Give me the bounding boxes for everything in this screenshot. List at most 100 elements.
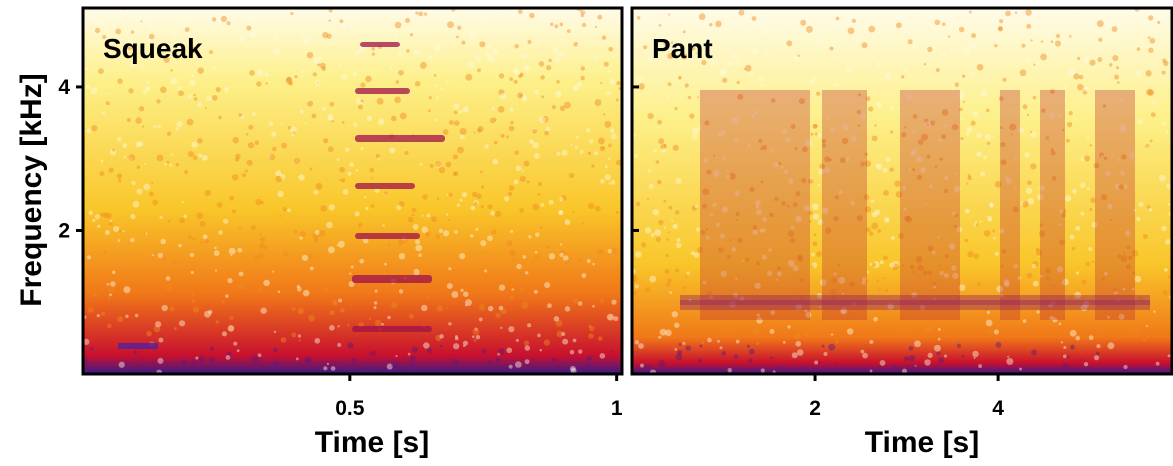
texture <box>534 89 539 95</box>
texture <box>357 104 363 110</box>
texture <box>901 75 905 79</box>
texture <box>1014 186 1017 189</box>
texture <box>480 170 483 174</box>
texture <box>215 87 221 93</box>
texture <box>399 112 407 120</box>
texture <box>904 356 910 362</box>
texture <box>515 338 519 342</box>
texture <box>480 185 485 189</box>
texture <box>941 134 947 140</box>
texture <box>103 250 107 254</box>
texture <box>1065 138 1070 143</box>
texture <box>922 270 928 276</box>
texture <box>877 229 882 233</box>
texture <box>890 235 895 241</box>
texture <box>959 96 963 100</box>
texture <box>277 190 284 198</box>
texture <box>934 165 938 168</box>
texture <box>762 217 768 222</box>
texture <box>477 128 482 133</box>
texture <box>901 301 908 307</box>
texture <box>556 151 561 156</box>
texture <box>919 304 926 311</box>
texture <box>729 300 737 308</box>
texture <box>158 337 164 343</box>
texture <box>209 346 215 352</box>
texture <box>93 273 97 277</box>
texture <box>238 226 242 229</box>
texture <box>289 126 297 134</box>
texture <box>966 126 973 133</box>
texture <box>791 352 798 359</box>
texture <box>1051 176 1057 181</box>
texture <box>125 279 129 283</box>
texture <box>824 167 831 173</box>
texture <box>735 218 738 221</box>
texture <box>781 128 788 135</box>
texture <box>609 128 615 133</box>
texture <box>285 77 293 85</box>
texture <box>745 257 750 262</box>
texture <box>114 277 120 283</box>
texture <box>478 304 486 311</box>
texture <box>321 106 326 111</box>
texture <box>615 98 619 102</box>
texture <box>676 349 683 356</box>
texture <box>805 25 813 33</box>
texture <box>747 143 751 147</box>
texture <box>84 67 89 71</box>
texture <box>253 254 259 261</box>
texture <box>384 262 387 266</box>
texture <box>552 47 560 54</box>
texture <box>694 52 698 55</box>
texture <box>439 334 444 339</box>
texture <box>541 95 545 99</box>
texture <box>117 15 121 19</box>
texture <box>124 42 130 47</box>
texture <box>189 17 195 23</box>
texture <box>411 286 415 289</box>
texture <box>116 173 123 179</box>
texture <box>102 212 108 218</box>
texture <box>359 258 365 264</box>
texture <box>326 33 332 39</box>
texture <box>674 322 680 328</box>
harmonic-band <box>352 326 432 332</box>
texture <box>701 341 705 344</box>
texture <box>783 169 789 174</box>
texture <box>603 113 606 116</box>
harmonic-band <box>352 275 432 283</box>
texture <box>1117 253 1122 259</box>
texture <box>263 279 270 287</box>
texture <box>147 16 154 24</box>
texture <box>874 124 877 127</box>
texture <box>190 271 194 275</box>
texture <box>1039 223 1043 227</box>
texture <box>810 264 815 269</box>
texture <box>708 23 713 27</box>
texture <box>213 250 220 256</box>
texture <box>1132 250 1139 257</box>
texture <box>263 245 268 250</box>
texture <box>724 323 731 331</box>
texture <box>1058 223 1062 226</box>
texture <box>937 236 940 239</box>
texture <box>840 307 848 315</box>
x-tick-label: 0.5 <box>335 397 365 420</box>
texture <box>151 182 154 185</box>
texture <box>603 61 609 67</box>
texture <box>93 18 100 26</box>
texture <box>509 77 514 82</box>
texture <box>323 287 328 292</box>
texture <box>273 48 281 56</box>
texture <box>1086 136 1090 140</box>
texture <box>1083 58 1089 64</box>
texture <box>808 219 812 223</box>
texture <box>657 126 660 129</box>
texture <box>697 96 700 99</box>
texture <box>408 363 416 371</box>
texture <box>977 282 981 287</box>
texture <box>198 356 206 363</box>
texture <box>642 45 648 50</box>
texture <box>842 292 845 295</box>
